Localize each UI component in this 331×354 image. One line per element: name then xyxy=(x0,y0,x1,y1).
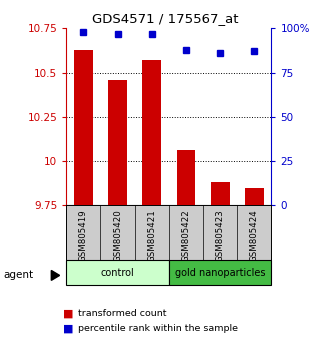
Text: percentile rank within the sample: percentile rank within the sample xyxy=(78,324,238,333)
Bar xyxy=(169,260,271,285)
Text: gold nanoparticles: gold nanoparticles xyxy=(175,268,265,278)
Text: ■: ■ xyxy=(63,324,73,333)
Text: GDS4571 / 175567_at: GDS4571 / 175567_at xyxy=(92,12,239,25)
Text: GSM805423: GSM805423 xyxy=(215,210,225,262)
Text: GSM805420: GSM805420 xyxy=(113,210,122,262)
Bar xyxy=(74,50,93,205)
Bar xyxy=(211,182,229,205)
Bar xyxy=(108,80,127,205)
Text: transformed count: transformed count xyxy=(78,309,166,318)
Text: GSM805424: GSM805424 xyxy=(250,210,259,262)
Text: control: control xyxy=(101,268,134,278)
Text: GSM805422: GSM805422 xyxy=(181,210,190,262)
Bar xyxy=(245,188,264,205)
Text: ■: ■ xyxy=(63,308,73,318)
Bar xyxy=(142,60,161,205)
Bar xyxy=(176,150,195,205)
Polygon shape xyxy=(51,270,60,280)
Bar xyxy=(66,260,169,285)
Text: agent: agent xyxy=(3,270,33,280)
Text: GSM805421: GSM805421 xyxy=(147,210,156,262)
Text: GSM805419: GSM805419 xyxy=(79,210,88,262)
